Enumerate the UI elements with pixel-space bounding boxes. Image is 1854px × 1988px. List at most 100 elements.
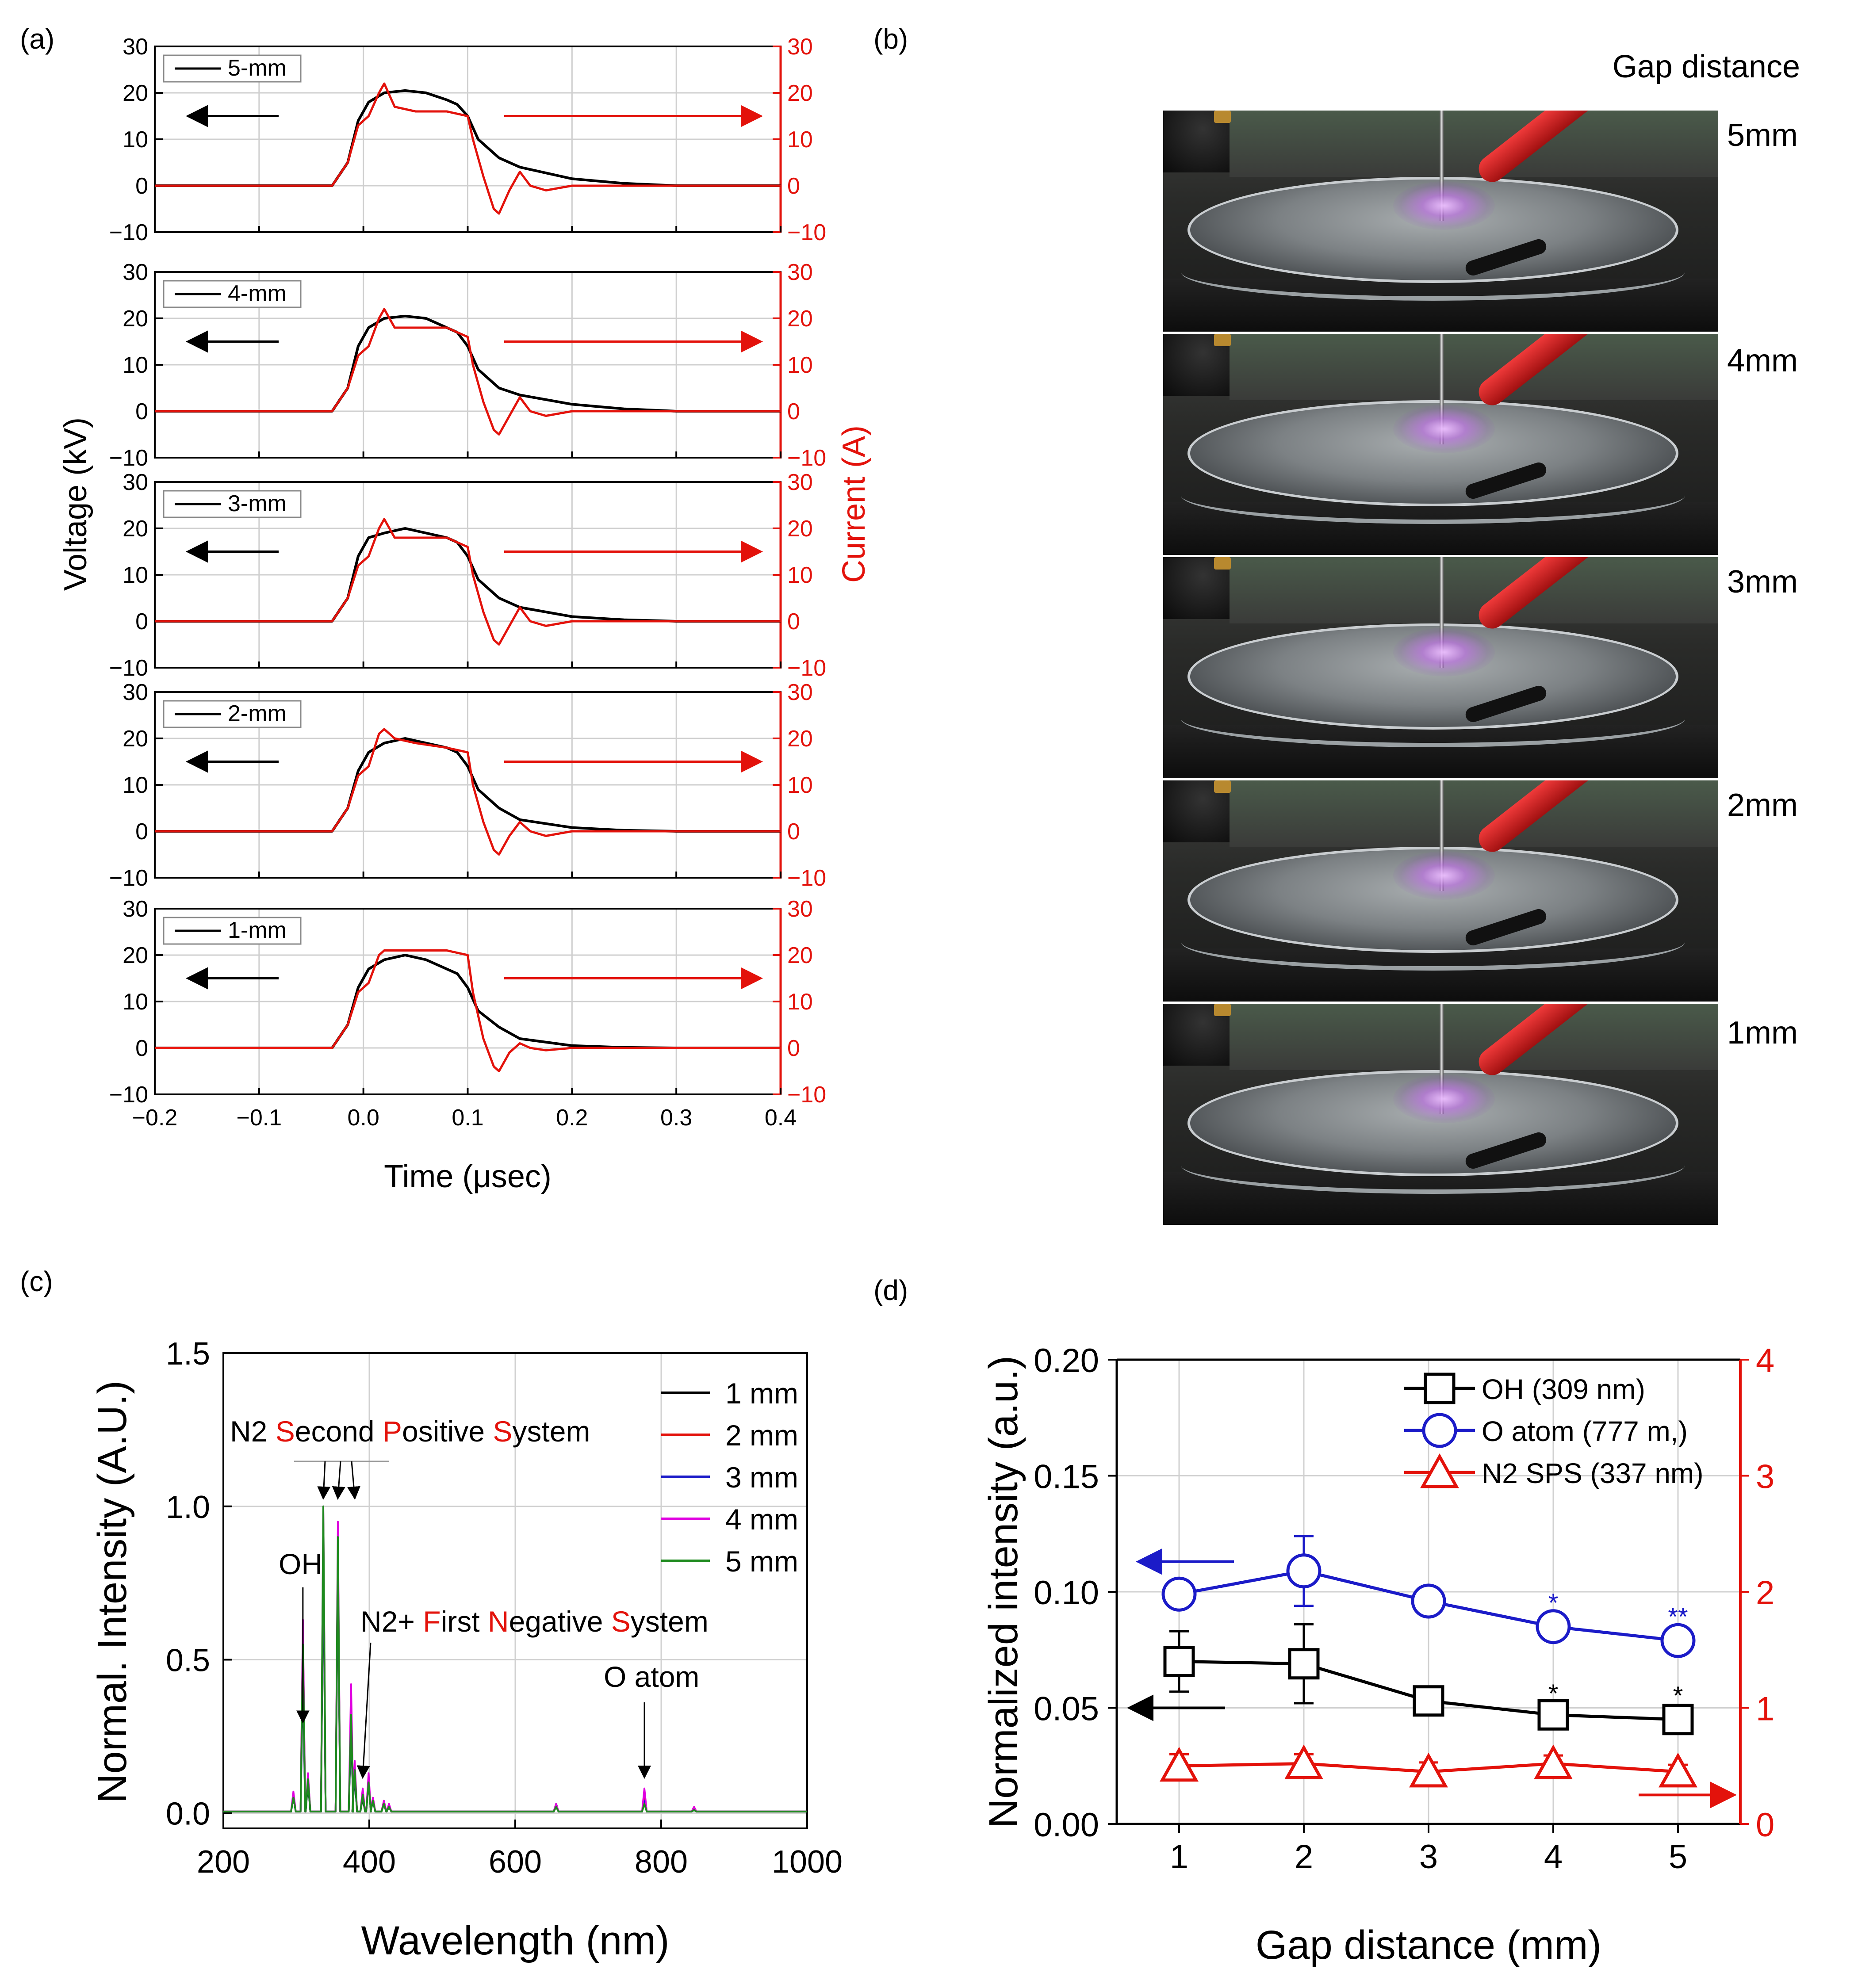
y-tick-label-right: 0 (1756, 1806, 1774, 1844)
y-axis-title-left: Voltage (kV) (58, 417, 93, 591)
annotation-fns-part: S (611, 1605, 631, 1638)
data-point (1659, 1752, 1697, 1788)
y-tick-label: 0.0 (166, 1796, 210, 1831)
y-axis-title-right: Current (A) (836, 425, 872, 583)
fns-arrow (356, 1642, 372, 1779)
y-tick-label-left: 0.00 (1034, 1806, 1099, 1844)
current-curve (155, 308, 781, 436)
tick-label-left: −10 (109, 865, 148, 891)
x-tick-label: 5 (1669, 1838, 1687, 1876)
photo-background (1230, 111, 1718, 177)
annotation-fns-part: ystem (631, 1605, 709, 1638)
tick-label-left: 30 (123, 260, 148, 285)
legend-label: N2 SPS (337 nm) (1482, 1457, 1704, 1489)
x-tick-label: 0.4 (765, 1105, 797, 1131)
current-curve (155, 82, 781, 215)
tick-label-left: 20 (123, 943, 148, 968)
tick-label-right: 0 (787, 609, 800, 635)
x-tick-label: 4 (1544, 1838, 1563, 1876)
tick-label-right: −10 (787, 655, 826, 681)
tick-label-right: −10 (787, 865, 826, 891)
annotation-sps-part: ystem (512, 1415, 590, 1448)
needle-electrode (1440, 557, 1444, 668)
current-curve (155, 518, 781, 646)
tick-label-right: 0 (787, 173, 800, 199)
x-tick-label: 0.3 (660, 1105, 692, 1131)
significance-mark: ** (1668, 1603, 1688, 1632)
data-point (1409, 1752, 1448, 1788)
data-point (1413, 1685, 1444, 1717)
legend-label: 5-mm (228, 55, 287, 81)
tick-label-left: 0 (135, 1036, 148, 1061)
needle-electrode (1440, 334, 1444, 444)
legend-label: OH (309 nm) (1482, 1373, 1645, 1405)
annotation-fns: N2+ First Negative System (360, 1605, 709, 1638)
legend-label: 2-mm (228, 701, 287, 726)
tick-label-right: 30 (787, 896, 813, 922)
tick-label-left: 30 (123, 34, 148, 60)
x-tick-label: 0.2 (556, 1105, 588, 1131)
annotation-oh: OH (279, 1548, 322, 1580)
dish-rim (1181, 913, 1685, 971)
tick-label-left: −10 (109, 220, 148, 245)
legend-label: O atom (777 m,) (1482, 1415, 1688, 1447)
y-tick-label-right: 3 (1756, 1458, 1774, 1496)
terminal-cap (1214, 111, 1231, 123)
tick-label-left: 10 (123, 127, 148, 153)
data-point (1286, 1553, 1322, 1589)
tick-label-right: 10 (787, 562, 813, 588)
legend-label: 4-mm (228, 281, 287, 306)
photo-background (1230, 1004, 1718, 1070)
legend-label: 3 mm (725, 1461, 798, 1494)
photos-title: Gap distance (1613, 49, 1800, 84)
y-tick-label: 1.0 (166, 1490, 210, 1525)
panel-label-c: (c) (20, 1265, 53, 1297)
tick-label-right: 0 (787, 1036, 800, 1061)
tick-label-left: −10 (109, 1082, 148, 1108)
annotation-fns-part: F (423, 1605, 441, 1638)
legend-label: 4 mm (725, 1503, 798, 1536)
annotation-sps-part: econd (295, 1415, 383, 1448)
panel-c-spectrum: 0.0 0.5 1.0 1.5 200 400 600 800 1000 1 mm 2 mm 3 mm… (90, 1336, 843, 1963)
tick-label-left: 10 (123, 989, 148, 1015)
y-tick-label-right: 1 (1756, 1690, 1774, 1728)
terminal-cap (1214, 780, 1231, 793)
tick-label-right: −10 (787, 1082, 826, 1108)
annotation-sps: N2 Second Positive System (230, 1415, 590, 1448)
tick-label-right: 10 (787, 989, 813, 1015)
photo-gap-label: 4mm (1727, 343, 1798, 378)
x-tick-label: −0.1 (237, 1105, 282, 1131)
tick-label-left: 10 (123, 562, 148, 588)
data-point (1163, 1646, 1195, 1677)
annotation-fns-part: N (488, 1605, 509, 1638)
annotation-fns-part: egative (509, 1605, 611, 1638)
data-point (1160, 1747, 1199, 1782)
significance-mark: * (1673, 1682, 1683, 1710)
tick-label-right: 30 (787, 680, 813, 705)
y-tick-label-left: 0.05 (1034, 1690, 1099, 1728)
terminal-cap (1214, 1004, 1231, 1016)
data-point (1536, 1609, 1571, 1644)
x-tick-label: 0.1 (452, 1105, 483, 1131)
dish-rim (1181, 1136, 1685, 1194)
panel-label-d: (d) (873, 1274, 908, 1306)
legend-label: 1-mm (228, 918, 287, 943)
tick-label-right: 30 (787, 470, 813, 495)
sps-arrow (347, 1461, 360, 1500)
data-point (1411, 1583, 1446, 1619)
y-axis-title: Normal. Intensity (A.U.) (90, 1380, 135, 1803)
x-tick-label: 1000 (772, 1844, 843, 1880)
tick-label-right: 20 (787, 726, 813, 752)
x-tick-label: 200 (197, 1844, 250, 1880)
tick-label-right: 10 (787, 352, 813, 378)
tick-label-left: 0 (135, 609, 148, 635)
tick-label-left: −10 (109, 655, 148, 681)
tick-label-right: 0 (787, 399, 800, 424)
needle-electrode (1440, 111, 1444, 221)
x-tick-label: 3 (1419, 1838, 1438, 1876)
terminal-cap (1214, 557, 1231, 570)
x-tick-label: 600 (489, 1844, 542, 1880)
current-curve (155, 728, 781, 856)
legend-label: 1 mm (725, 1377, 798, 1410)
